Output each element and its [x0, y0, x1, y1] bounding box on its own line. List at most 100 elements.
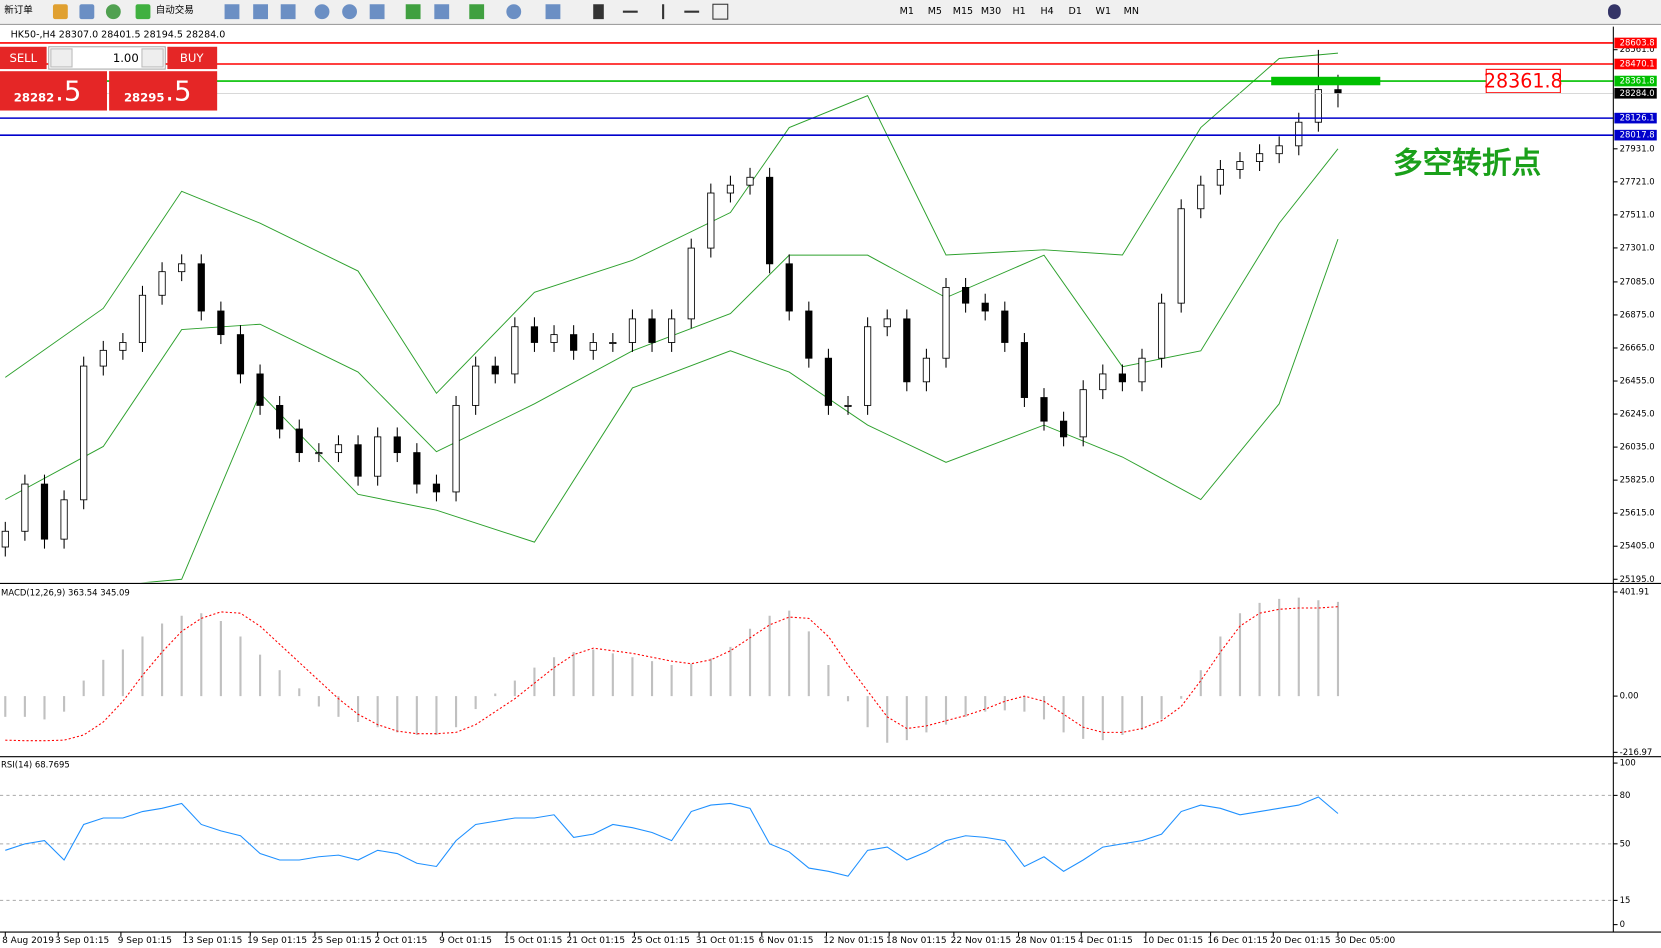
- x-tick-label: 22 Nov 01:15: [951, 936, 1012, 946]
- y-tick-label: 25195.0: [1620, 574, 1655, 584]
- x-tick-label: 25 Oct 01:15: [631, 936, 690, 946]
- candle-body: [981, 302, 989, 312]
- level-price-label: 28126.1: [1620, 113, 1655, 123]
- candle-body: [491, 365, 499, 375]
- y-tick-label: 27085.0: [1620, 276, 1655, 286]
- candle-body: [942, 286, 950, 359]
- pane-title: RSI(14) 68.7695: [1, 760, 70, 770]
- candle-body: [21, 483, 29, 532]
- candle-body: [785, 263, 793, 312]
- y-tick-label: 0.00: [1620, 691, 1639, 701]
- macd-pane: MACD(12,26,9) 363.54 345.09 401.91 0.00 -21…: [1, 586, 1652, 756]
- y-tick-label: 80: [1620, 790, 1631, 800]
- candle-body: [1118, 373, 1126, 383]
- rsi-pane: RSI(14) 68.7695 100 80 50 15 0: [0, 758, 1636, 929]
- timeframe-button[interactable]: M5: [928, 6, 942, 17]
- level-price-box: [1614, 58, 1657, 70]
- x-tick-label: 31 Oct 01:15: [696, 936, 755, 946]
- candle-body: [1020, 342, 1029, 398]
- candle-body: [570, 334, 578, 351]
- timeframe-button[interactable]: H4: [1041, 6, 1054, 17]
- candle-body: [864, 326, 872, 406]
- candle-body: [1314, 89, 1322, 123]
- buy-label[interactable]: BUY: [180, 51, 204, 65]
- lots-value[interactable]: 1.00: [113, 51, 139, 65]
- candle-body: [1001, 310, 1009, 343]
- y-tick-label: 401.91: [1620, 586, 1650, 596]
- x-tick-label: 10 Dec 01:15: [1143, 936, 1203, 946]
- y-tick-label: 100: [1620, 758, 1636, 768]
- timeframe-button[interactable]: D1: [1069, 6, 1082, 17]
- y-tick-label: 0: [1620, 919, 1625, 929]
- lots-increase[interactable]: [141, 48, 164, 68]
- level-price-box: [1614, 37, 1657, 49]
- sell-button[interactable]: [0, 46, 47, 70]
- candle-body: [119, 342, 127, 351]
- sell-price-box[interactable]: [0, 71, 107, 111]
- x-tick-label: 9 Oct 01:15: [439, 936, 492, 946]
- timeframe-button[interactable]: H1: [1012, 6, 1025, 17]
- toolbar: [0, 0, 1661, 25]
- candle-body: [1236, 161, 1244, 170]
- buy-button[interactable]: [167, 46, 218, 70]
- y-tick-label: 27301.0: [1620, 242, 1655, 252]
- candle-body: [903, 318, 911, 383]
- candle-body: [589, 342, 597, 351]
- candle-body: [1197, 184, 1205, 210]
- buy-price-box[interactable]: [109, 71, 218, 111]
- x-tick-label: 9 Sep 01:15: [118, 936, 172, 946]
- candle-body: [707, 192, 715, 249]
- y-tick-label: 25615.0: [1620, 508, 1655, 518]
- sell-label[interactable]: SELL: [9, 51, 37, 65]
- candle-body: [40, 483, 49, 540]
- lots-input[interactable]: [48, 46, 166, 70]
- timeframes: M1 M5 M15 M30 H1 H4 D1 W1 MN: [900, 6, 1139, 17]
- candle-body: [1079, 389, 1087, 438]
- pane-title: MACD(12,26,9) 363.54 345.09: [1, 588, 130, 598]
- timeframe-button[interactable]: M15: [953, 6, 973, 17]
- candle-body: [1, 530, 9, 548]
- sell-price: 28282: [14, 90, 54, 104]
- x-tick-label: 2 Oct 01:15: [374, 936, 427, 946]
- level-price-box: [1614, 112, 1657, 124]
- timeframe-button[interactable]: W1: [1096, 6, 1111, 17]
- turning-point-label: 28361.8: [1484, 70, 1563, 93]
- annotation: 多空转折点: [1393, 146, 1541, 181]
- candle-body: [1138, 357, 1146, 383]
- y-tick-label: 28561.0: [1620, 44, 1655, 54]
- candle-body: [1177, 208, 1185, 304]
- level-price-label: 28361.8: [1620, 76, 1655, 86]
- candle-body: [158, 271, 166, 296]
- trade-panel: SELL 1.00 BUY 28282 .5 28295 .5: [0, 46, 218, 111]
- candle-body: [805, 310, 813, 359]
- turning-point-label-box: [1485, 68, 1561, 94]
- x-tick-label: 21 Oct 01:15: [567, 936, 626, 946]
- timeframe-button[interactable]: MN: [1124, 6, 1139, 17]
- lots-decrease[interactable]: [50, 48, 73, 68]
- new-order[interactable]: 新订单: [4, 4, 33, 16]
- candle-body: [1059, 420, 1068, 438]
- candle-body: [609, 342, 617, 344]
- candle-body: [844, 404, 852, 407]
- candle-body: [922, 357, 931, 383]
- candle-body: [1255, 153, 1264, 162]
- bollinger-upper: [5, 52, 1339, 395]
- x-tick-label: 4 Dec 01:15: [1078, 936, 1133, 946]
- candle-body: [1295, 121, 1303, 147]
- candle-body: [178, 263, 186, 273]
- timeframe-button[interactable]: M30: [981, 6, 1001, 17]
- level-price-box: [1614, 129, 1657, 141]
- y-tick-label: 27511.0: [1620, 209, 1655, 219]
- candle-body: [1216, 168, 1224, 186]
- x-tick-label: 25 Sep 01:15: [312, 936, 372, 946]
- level-price-label: 28603.8: [1620, 37, 1655, 47]
- candle-body: [315, 452, 323, 455]
- x-tick-label: 30 Dec 05:00: [1335, 936, 1396, 946]
- timeframe-button[interactable]: M1: [900, 6, 914, 17]
- current-price-box: [1614, 87, 1657, 99]
- auto-trading[interactable]: 自动交易: [156, 4, 194, 16]
- candle-body: [883, 318, 891, 328]
- candle-body: [452, 404, 460, 493]
- bollinger-lower: [141, 238, 1339, 583]
